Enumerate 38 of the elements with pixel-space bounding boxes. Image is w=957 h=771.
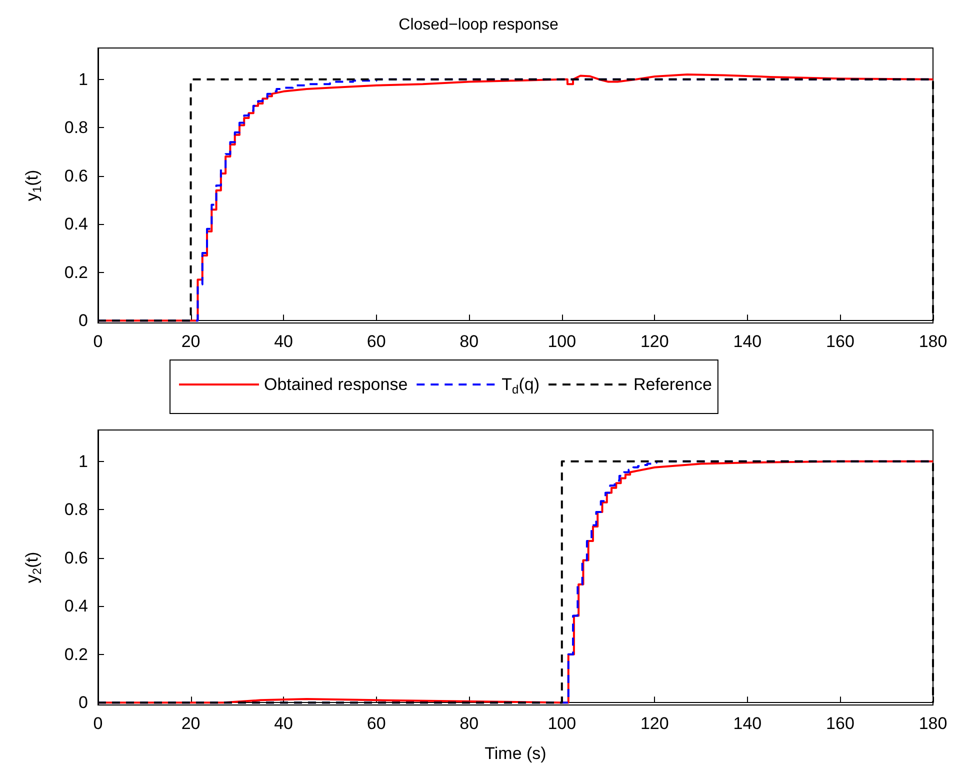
y-tick-label: 0 [78,311,88,330]
x-tick-label: 20 [181,332,200,351]
y-axis-title: y2(t) [22,552,44,584]
y-tick-label: 0.8 [64,118,88,138]
legend-label: Obtained response [264,375,408,394]
y-tick-label: 0.4 [64,214,88,234]
legend-label: Reference [633,375,712,394]
x-tick-label: 20 [181,714,200,733]
x-tick-label: 120 [640,332,669,351]
y-tick-label: 1 [78,452,88,471]
x-tick-label: 180 [918,332,948,351]
x-tick-label: 160 [826,332,854,351]
x-tick-label: 60 [366,332,386,351]
x-tick-label: 0 [93,714,103,733]
y-tick-label: 0.8 [64,500,88,520]
x-tick-label: 40 [274,714,294,733]
x-tick-label: 160 [826,714,854,733]
y-tick-label: 0.2 [64,262,88,282]
x-tick-label: 140 [733,714,762,733]
x-tick-label: 120 [640,714,669,733]
x-tick-label: 80 [460,332,479,351]
x-tick-label: 60 [366,714,386,733]
x-tick-label: 100 [548,714,576,733]
y-tick-label: 0.6 [64,548,88,568]
x-tick-label: 40 [274,332,294,351]
x-axis-title: Time (s) [484,744,546,763]
chart-title: Closed−loop response [398,16,558,34]
x-tick-label: 80 [460,714,479,733]
x-tick-label: 0 [93,332,103,351]
y-axis-title: y1(t) [22,170,44,202]
y-tick-label: 0.4 [64,596,88,616]
y-tick-label: 0.2 [64,644,88,664]
y-tick-label: 0.6 [64,166,88,186]
x-tick-label: 100 [548,332,576,351]
x-tick-label: 180 [918,714,948,733]
x-tick-label: 140 [733,332,762,351]
y-tick-label: 1 [78,70,88,89]
y-tick-label: 0 [78,693,88,712]
